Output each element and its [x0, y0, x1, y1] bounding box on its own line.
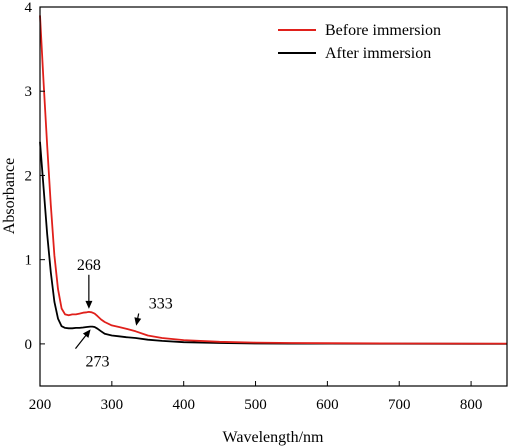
plot-frame	[39, 6, 508, 387]
y-axis-title: Absorbance	[1, 158, 18, 234]
x-tick-label: 500	[244, 397, 267, 413]
y-tick-label: 2	[25, 168, 33, 184]
y-tick-label: 3	[25, 84, 33, 100]
y-tick-label: 4	[25, 0, 33, 16]
annotations: 268 333 273	[75, 257, 173, 371]
series-line-1	[39, 15, 507, 345]
x-tick-label: 700	[388, 397, 411, 413]
y-tick-label: 0	[25, 337, 33, 353]
x-tick-label: 200	[29, 397, 52, 413]
x-tick-label: 600	[316, 397, 339, 413]
annotation-label-273: 273	[85, 354, 109, 371]
legend: Before immersion After immersion	[278, 22, 441, 62]
annotation-arrowhead-273	[82, 329, 91, 338]
y-tick-label: 1	[25, 253, 33, 269]
annotation-arrowhead-333	[134, 317, 142, 326]
annotation-arrow-273	[75, 333, 88, 349]
x-axis-title: Wavelength/nm	[223, 429, 324, 446]
legend-label-2: After immersion	[325, 45, 431, 62]
annotation-arrowhead-268	[85, 300, 93, 309]
y-axis: 0 1 2 3 4	[25, 0, 45, 353]
legend-label-1: Before immersion	[325, 22, 441, 39]
x-axis: 200 300 400 500 600 700 800	[29, 381, 483, 413]
series-lines	[39, 15, 508, 345]
x-tick-label: 800	[460, 397, 483, 413]
x-tick-label: 400	[172, 397, 195, 413]
series-line-2	[39, 141, 508, 345]
x-tick-label: 300	[101, 397, 124, 413]
annotation-label-268: 268	[77, 257, 101, 274]
annotation-label-333: 333	[149, 296, 173, 313]
